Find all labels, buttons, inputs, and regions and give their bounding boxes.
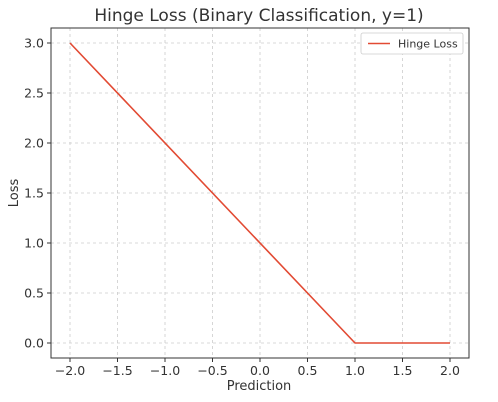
y-tick-label: 3.0: [24, 36, 44, 51]
legend-box: [360, 32, 464, 55]
grid-lines: [51, 28, 469, 358]
x-axis-label: Prediction: [227, 379, 292, 394]
series-line-hinge-loss: [69, 42, 450, 344]
x-tick-label: −1.5: [102, 363, 132, 378]
y-tick-label: 2.0: [24, 136, 44, 151]
chart-title: Hinge Loss (Binary Classification, y=1): [94, 6, 423, 26]
legend: Hinge Loss: [360, 32, 464, 55]
x-tick-label: 0.5: [298, 363, 318, 378]
x-tick-label: 1.0: [345, 363, 365, 378]
x-tick-label: 0.0: [250, 363, 270, 378]
y-tick-label: 1.5: [24, 186, 44, 201]
x-tick-label: −1.0: [150, 363, 180, 378]
y-axis-label: Loss: [7, 179, 22, 208]
series-layer: [69, 42, 450, 344]
legend-label-hinge-loss: Hinge Loss: [398, 38, 458, 51]
x-tick-label: −0.5: [197, 363, 227, 378]
y-tick-label: 1.0: [24, 236, 44, 251]
x-tick-label: 1.5: [393, 363, 413, 378]
y-tick-label: 2.5: [24, 86, 44, 101]
x-tick-label: −2.0: [55, 363, 85, 378]
y-tick-label: 0.5: [24, 286, 44, 301]
x-tick-label: 2.0: [440, 363, 460, 378]
axis-ticks: −2.0 −1.5 −1.0 −0.5 0.0 0.5 1.0 1.5 2.0 0.0 0.5 1.0…: [24, 36, 460, 379]
y-tick-label: 0.0: [24, 336, 44, 351]
